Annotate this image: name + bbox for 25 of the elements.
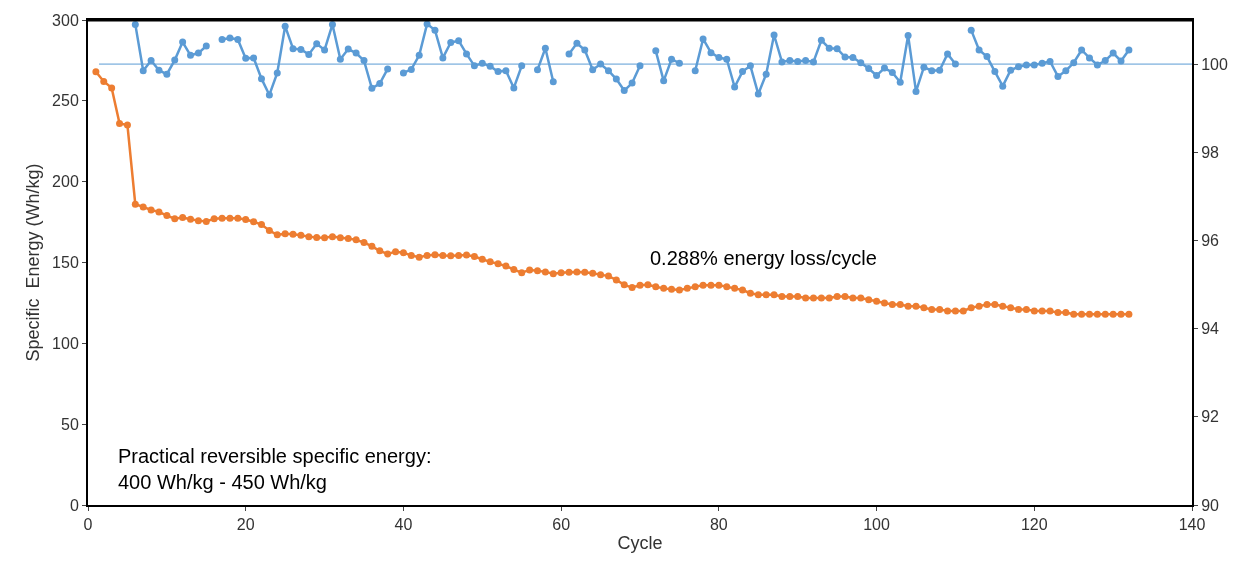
x-tick-label: 0 xyxy=(83,516,93,534)
x-tick-label: 40 xyxy=(394,516,413,534)
y2-tick-label: 90 xyxy=(1201,496,1220,514)
x-tick-label: 140 xyxy=(1178,516,1206,534)
y2-tick-label: 100 xyxy=(1201,55,1228,73)
y-tick-label: 200 xyxy=(52,173,79,191)
y-tick-label: 150 xyxy=(52,254,79,272)
y-tick-label: 300 xyxy=(52,11,79,29)
y-tick-label: 250 xyxy=(52,92,79,110)
x-tick-label: 80 xyxy=(709,516,728,534)
y-axis-title: Specific Energy (Wh/kg) xyxy=(22,163,43,362)
x-tick-label: 120 xyxy=(1020,516,1048,534)
y-tick-label: 100 xyxy=(52,334,79,352)
x-tick-label: 20 xyxy=(236,516,255,534)
annotation: 0.288% energy loss/cycle xyxy=(650,247,877,269)
x-tick-label: 100 xyxy=(863,516,891,534)
y2-tick-label: 94 xyxy=(1201,320,1220,338)
y-tick-label: 50 xyxy=(61,415,79,433)
y-tick-label: 0 xyxy=(69,496,79,514)
x-tick-label: 60 xyxy=(552,516,571,534)
annotation: Practical reversible specific energy: 400 Wh/kg - 450 Wh/kg xyxy=(118,445,432,493)
y2-tick-label: 96 xyxy=(1201,232,1220,250)
x-axis-title: Cycle xyxy=(617,532,663,553)
y2-tick-label: 92 xyxy=(1201,408,1220,426)
y2-tick-label: 98 xyxy=(1201,143,1220,161)
